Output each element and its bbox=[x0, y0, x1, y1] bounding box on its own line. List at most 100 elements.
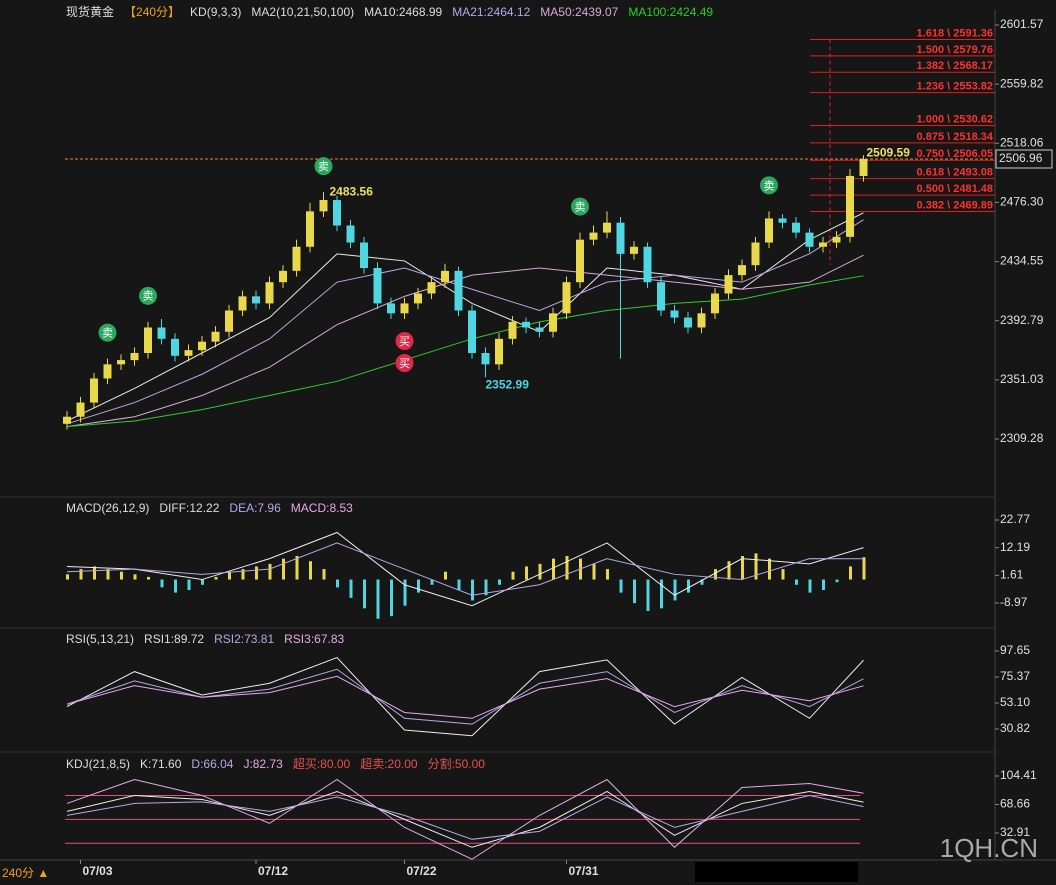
candle-body bbox=[211, 331, 220, 342]
macd-bar bbox=[619, 579, 623, 593]
macd-bar bbox=[471, 579, 474, 601]
last-price-box bbox=[995, 149, 1053, 169]
candle-body bbox=[225, 310, 233, 332]
signal-label: 卖 bbox=[318, 160, 329, 173]
macd-bar bbox=[363, 579, 366, 609]
candle-body bbox=[238, 296, 247, 311]
macd-bar bbox=[79, 569, 83, 580]
macd-bar bbox=[498, 579, 501, 585]
fib-label: 1.382 \ 2568.17 bbox=[917, 60, 993, 72]
macd-bar bbox=[714, 569, 717, 580]
macd-bar bbox=[187, 579, 191, 591]
fib-label: 1.500 \ 2579.76 bbox=[917, 44, 993, 56]
candle-body bbox=[346, 225, 355, 243]
macd-bar bbox=[592, 563, 596, 580]
line bbox=[66, 675, 864, 719]
header-label: MACD:8.53 bbox=[291, 501, 353, 515]
header-label: MA100:2424.49 bbox=[628, 5, 713, 19]
y-tick-label: 104.41 bbox=[1000, 768, 1037, 782]
peak-label: 2483.56 bbox=[330, 184, 374, 198]
candle-body bbox=[454, 270, 463, 311]
header-label: MA50:2439.07 bbox=[540, 5, 618, 19]
candle-body bbox=[832, 236, 841, 243]
macd-bar bbox=[66, 574, 69, 580]
line bbox=[66, 778, 864, 860]
candle-body bbox=[103, 364, 112, 379]
signal-label: 买 bbox=[399, 357, 410, 370]
candle-body bbox=[670, 310, 679, 318]
macd-bar bbox=[336, 579, 339, 588]
header-label: MA21:2464.12 bbox=[452, 5, 530, 19]
candle-body bbox=[76, 402, 85, 417]
line bbox=[66, 531, 864, 607]
candle-body bbox=[360, 242, 368, 269]
line bbox=[66, 657, 864, 737]
y-tick-label: 2434.55 bbox=[1000, 254, 1044, 268]
candle-body bbox=[846, 175, 854, 237]
line bbox=[66, 219, 864, 425]
candle-body bbox=[495, 338, 503, 365]
candle-body bbox=[319, 200, 328, 212]
x-tick-label: 07/03 bbox=[83, 864, 113, 878]
macd-bar bbox=[795, 579, 798, 585]
macd-bar bbox=[741, 556, 744, 580]
macd-bar bbox=[457, 579, 461, 591]
macd-bar bbox=[862, 557, 866, 580]
candle-body bbox=[589, 232, 598, 240]
macd-bar bbox=[538, 563, 542, 580]
signal-badge bbox=[395, 332, 414, 351]
macd-bar bbox=[201, 579, 204, 585]
candle-body bbox=[630, 246, 638, 254]
header-label: RSI1:89.72 bbox=[144, 632, 204, 646]
y-tick-label: 12.19 bbox=[1000, 540, 1030, 554]
signal-badge bbox=[760, 176, 778, 195]
x-tick-label: 07/12 bbox=[258, 864, 288, 878]
candle-body bbox=[657, 282, 665, 311]
candle-body bbox=[481, 352, 490, 365]
candle-body bbox=[643, 246, 652, 283]
y-tick-label: 97.65 bbox=[1000, 643, 1030, 657]
candle-body bbox=[684, 317, 692, 328]
y-tick-label: 2518.06 bbox=[1000, 135, 1044, 149]
header-label: K:71.60 bbox=[140, 757, 182, 771]
y-tick-label: 2351.03 bbox=[1000, 372, 1044, 386]
candle-body bbox=[279, 270, 287, 283]
macd-bar bbox=[687, 579, 690, 593]
candle-body bbox=[306, 211, 314, 247]
macd-bar bbox=[214, 576, 218, 580]
macd-bar bbox=[808, 579, 812, 593]
macd-bar bbox=[660, 579, 663, 609]
signal-label: 卖 bbox=[102, 327, 113, 340]
high-label: 2509.59 bbox=[867, 145, 911, 159]
fib-label: 1.618 \ 2591.36 bbox=[917, 27, 993, 39]
candle-body bbox=[414, 293, 422, 304]
signal-badge bbox=[139, 286, 157, 305]
macd-bar bbox=[606, 569, 609, 580]
candle-body bbox=[778, 218, 787, 223]
signal-badge bbox=[571, 197, 589, 216]
macd-bar bbox=[295, 556, 299, 580]
y-tick-label: 75.37 bbox=[1000, 669, 1030, 683]
line bbox=[66, 254, 864, 428]
candle-body bbox=[468, 310, 476, 353]
header-label: DEA:7.96 bbox=[229, 501, 281, 515]
macd-bar bbox=[376, 579, 380, 619]
y-tick-label: -8.97 bbox=[1000, 595, 1028, 609]
candle-body bbox=[751, 242, 760, 266]
trough-label: 2352.99 bbox=[486, 377, 530, 391]
candle-body bbox=[508, 321, 517, 339]
y-tick-label: 32.91 bbox=[1000, 825, 1030, 839]
line bbox=[66, 794, 864, 840]
last-price-label: 2506.96 bbox=[999, 151, 1043, 165]
macd-bar bbox=[511, 571, 515, 580]
candle-body bbox=[333, 200, 341, 226]
y-tick-label: 2601.57 bbox=[1000, 17, 1044, 31]
candle-body bbox=[819, 242, 827, 247]
header-label: 【240分】 bbox=[124, 5, 180, 19]
candle-body bbox=[535, 327, 544, 332]
macd-bar bbox=[525, 566, 528, 580]
macd-bar bbox=[133, 574, 137, 580]
macd-bar bbox=[322, 569, 326, 580]
header-label: 超卖:20.00 bbox=[360, 756, 418, 771]
